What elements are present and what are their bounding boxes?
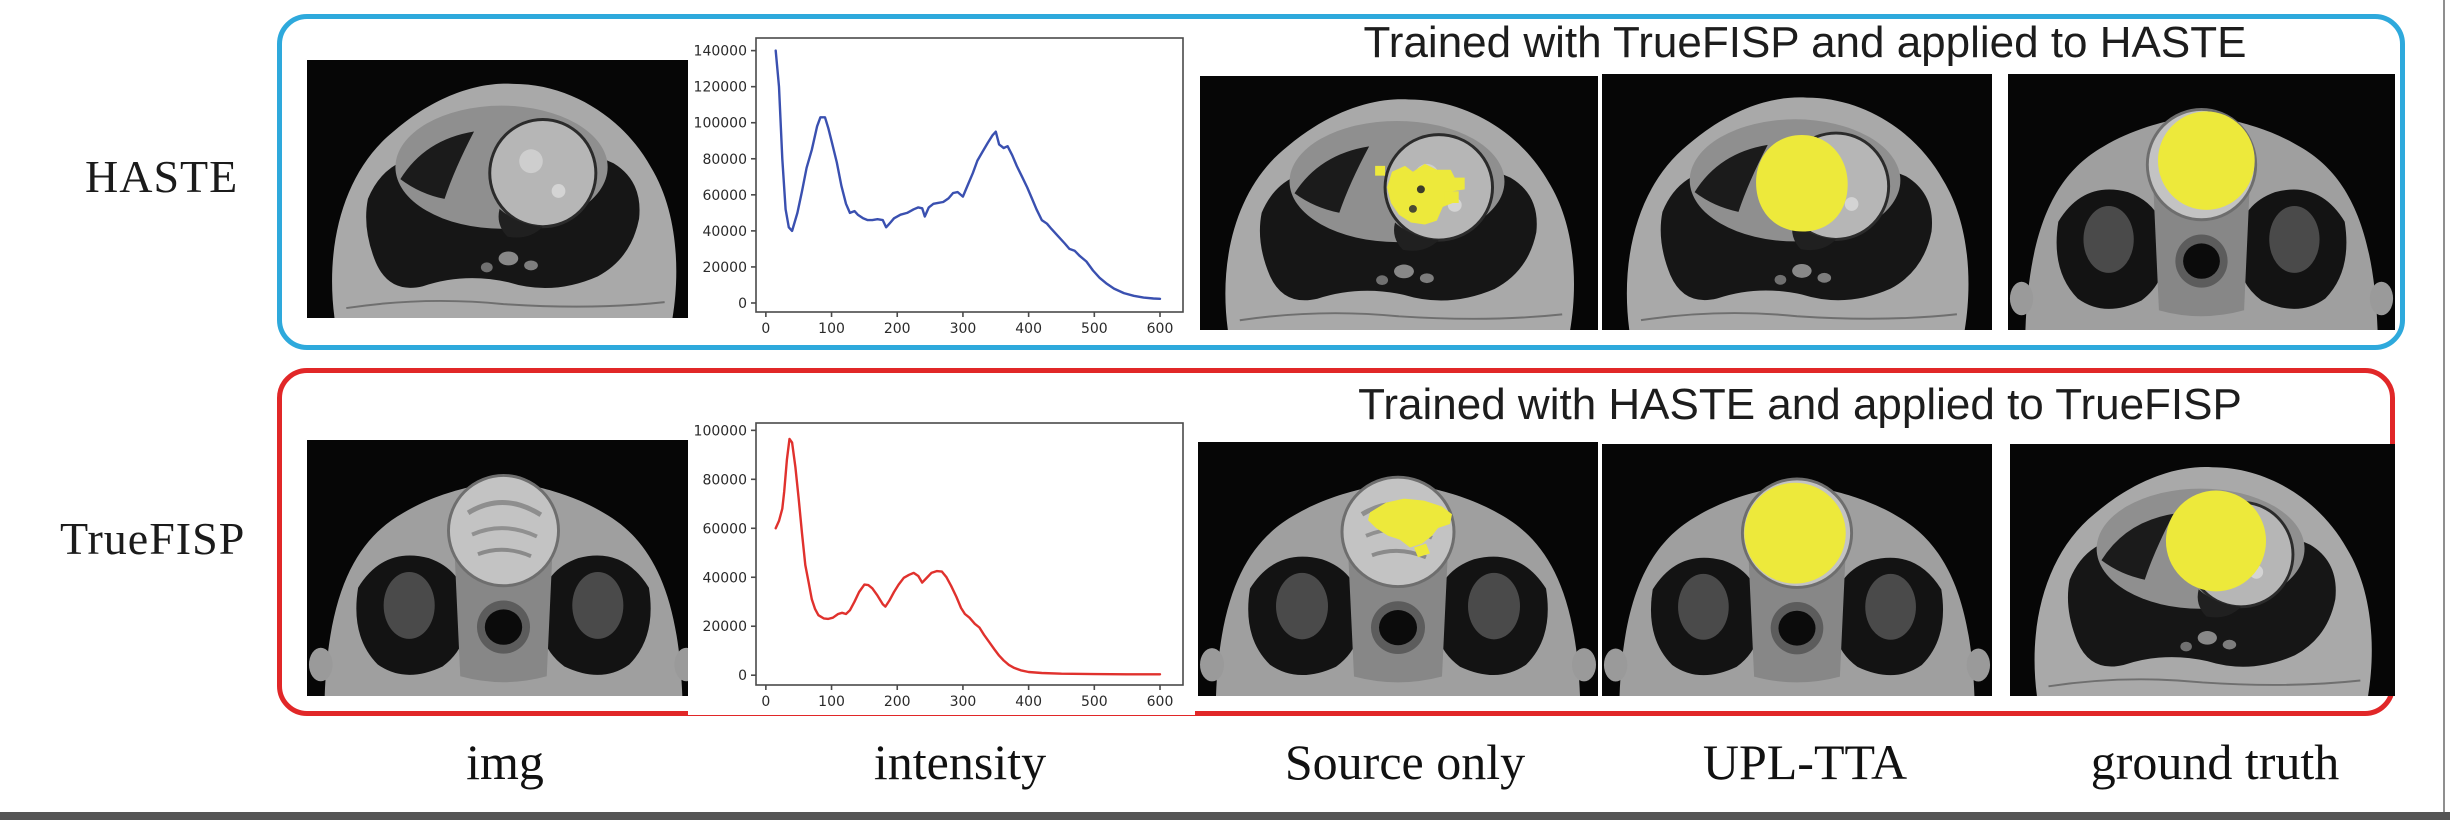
mri-image-truefisp-source-only (1198, 442, 1598, 696)
haste-box-title: Trained with TrueFISP and applied to HAS… (1363, 18, 2247, 67)
svg-text:100: 100 (818, 694, 845, 710)
svg-text:20000: 20000 (702, 260, 747, 276)
svg-text:0: 0 (761, 694, 770, 710)
svg-text:80000: 80000 (702, 472, 747, 488)
svg-text:0: 0 (738, 668, 747, 684)
truefisp-box-title: Trained with HASTE and applied to TrueFI… (1358, 380, 2242, 429)
svg-text:60000: 60000 (702, 521, 747, 537)
svg-text:140000: 140000 (694, 44, 747, 60)
svg-text:300: 300 (950, 694, 977, 710)
caption-ground-truth: ground truth (2090, 734, 2340, 790)
svg-text:400: 400 (1015, 321, 1042, 337)
mri-image-haste-upl-tta (1602, 74, 1992, 330)
svg-text:0: 0 (738, 296, 747, 312)
caption-upl-tta: UPL-TTA (1702, 734, 1908, 790)
svg-text:80000: 80000 (702, 152, 747, 168)
svg-text:120000: 120000 (694, 80, 747, 96)
mri-image-haste-img (307, 60, 700, 318)
svg-text:600: 600 (1147, 321, 1174, 337)
svg-text:200: 200 (884, 694, 911, 710)
intensity-histogram-haste: 0 20000 40000 60000 80000 100000 120000 140000 0… (688, 30, 1195, 342)
mri-image-haste-source-only (1200, 76, 1598, 330)
svg-text:40000: 40000 (702, 224, 747, 240)
caption-source-only: Source only (1284, 734, 1526, 790)
svg-text:100000: 100000 (694, 423, 747, 439)
svg-text:300: 300 (950, 321, 977, 337)
svg-text:500: 500 (1081, 321, 1108, 337)
svg-text:20000: 20000 (702, 619, 747, 635)
svg-text:60000: 60000 (702, 188, 747, 204)
svg-text:100: 100 (818, 321, 845, 337)
mri-image-truefisp-upl-tta (1602, 444, 1992, 696)
row-label-truefisp: TrueFISP (60, 513, 246, 564)
mri-image-truefisp-img (307, 440, 700, 696)
row-label-haste: HASTE (85, 151, 239, 202)
svg-text:500: 500 (1081, 694, 1108, 710)
svg-text:40000: 40000 (702, 570, 747, 586)
svg-text:200: 200 (884, 321, 911, 337)
caption-intensity: intensity (873, 734, 1047, 790)
svg-text:600: 600 (1147, 694, 1174, 710)
caption-img: img (466, 734, 544, 790)
svg-text:400: 400 (1015, 694, 1042, 710)
svg-text:0: 0 (761, 321, 770, 337)
page-right-edge-line (2443, 0, 2445, 820)
page-bottom-band (0, 812, 2450, 820)
mri-image-truefisp-ground-truth (2010, 444, 2395, 696)
intensity-histogram-truefisp: 0 20000 40000 60000 80000 100000 0 100 200 300 400… (688, 415, 1195, 715)
svg-text:100000: 100000 (694, 116, 747, 132)
mri-image-haste-ground-truth (2008, 74, 2395, 330)
